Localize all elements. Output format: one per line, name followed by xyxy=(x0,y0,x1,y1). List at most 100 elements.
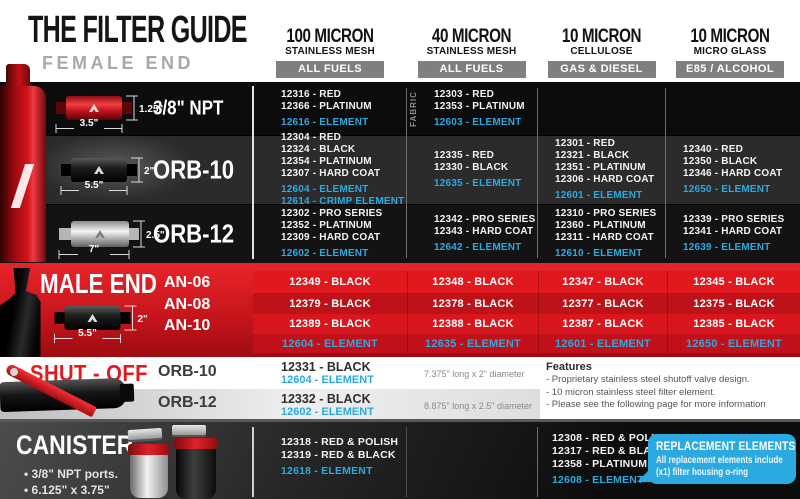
parts-cell: 12318 - RED & POLISH 12319 - RED & BLACK … xyxy=(281,436,398,478)
element-list: 12610 - ELEMENT xyxy=(555,248,643,259)
element-list: 12601 - ELEMENT xyxy=(555,190,643,201)
part-number: 12379 - BLACK xyxy=(289,297,371,310)
inline-filter-image-silver: 2.5" 7" xyxy=(44,209,189,266)
inline-filter-image-black: 2" 5.5" xyxy=(40,293,180,350)
micron-rating: 10 MICRON xyxy=(561,26,642,47)
part-number: 12332 - BLACK xyxy=(281,392,371,406)
dimension-note: 7.375" long x 2" diameter xyxy=(424,369,525,379)
length-dimension-label: 3.5" xyxy=(80,118,99,129)
element-list: 12635 - ELEMENT xyxy=(434,178,522,189)
canister-section: CANISTER • 3/8" NPT ports. • 6.125" x 3.7… xyxy=(0,419,800,499)
shutoff-valve-product-image xyxy=(0,363,140,420)
part-number: 12378 - BLACK xyxy=(407,293,538,314)
part-number-list: 12340 - RED 12350 - BLACK 12346 - HARD COA… xyxy=(683,144,783,179)
fabric-note: FABRIC xyxy=(409,90,418,127)
column-divider xyxy=(406,427,407,497)
mounting-bracket xyxy=(127,427,163,443)
male-end-section-label: MALE END xyxy=(40,268,157,299)
element-part-number: 12602 - ELEMENT xyxy=(281,406,374,418)
page-title: THE FILTER GUIDE xyxy=(28,9,248,51)
part-number: 12349 - BLACK xyxy=(289,276,371,288)
parts-cell: 12301 - RED 12321 - BLACK 12351 - PLATINUM… xyxy=(537,136,666,204)
parts-cell: 12304 - RED 12324 - BLACK 12354 - PLATINUM… xyxy=(253,132,407,207)
row-label-npt: 3/8" NPT xyxy=(153,97,224,119)
height-dimension-label: 2" xyxy=(144,166,155,177)
inline-filter-image-black: 2" 5.5" xyxy=(44,145,189,202)
media-type: STAINLESS MESH xyxy=(285,46,375,57)
parts-cell: 12316 - RED 12366 - PLATINUM 12616 - ELEM… xyxy=(253,82,407,135)
micron-rating: 100 MICRON xyxy=(286,26,374,47)
female-row-npt: 1.25" 3.5" 3/8" NPT 12316 - RED 12366 - P… xyxy=(0,82,800,135)
micron-rating: 40 MICRON xyxy=(431,26,512,47)
parts-cell: 12335 - RED 12330 - BLACK 12635 - ELEMENT xyxy=(406,136,537,204)
part-number: 12348 - BLACK xyxy=(407,271,538,293)
column-divider xyxy=(537,88,538,258)
parts-cell: FABRIC 12303 - RED 12353 - PLATINUM 12603… xyxy=(406,82,537,135)
bottle-body xyxy=(0,86,46,262)
row-label-orb10: ORB-10 xyxy=(153,154,235,185)
length-dimension-label: 5.5" xyxy=(85,180,104,191)
element-list: 12604 - ELEMENT 12614 - CRIMP ELEMENT xyxy=(281,184,405,207)
canister-section-label: CANISTER xyxy=(16,430,134,460)
part-number-list: 12316 - RED 12366 - PLATINUM xyxy=(281,88,372,112)
part-number-list: 12303 - RED 12353 - PLATINUM xyxy=(434,88,525,112)
canister-product-images xyxy=(120,422,232,499)
part-number: 12388 - BLACK xyxy=(407,314,538,334)
canister-silver xyxy=(128,444,170,498)
column-divider xyxy=(252,86,254,259)
height-dimension-label: 2.5" xyxy=(146,230,165,241)
parts-cell: 12332 - BLACK 12602 - ELEMENT xyxy=(281,392,374,419)
element-list: 12650 - ELEMENT xyxy=(683,184,771,195)
canister-black xyxy=(174,438,218,499)
row-label-orb12: ORB-12 xyxy=(153,218,235,249)
part-number: 12387 - BLACK xyxy=(538,314,667,334)
row-label-an10: AN-10 xyxy=(164,317,211,334)
column-header-100-micron: 100 MICRON STAINLESS MESH ALL FUELS xyxy=(253,26,407,78)
column-divider xyxy=(537,427,538,497)
column-divider xyxy=(406,88,407,258)
part-number-list: 12310 - PRO SERIES 12360 - PLATINUM 12311 … xyxy=(555,208,657,243)
column-header-40-micron: 40 MICRON STAINLESS MESH ALL FUELS xyxy=(406,26,537,78)
part-number-list: 12302 - PRO SERIES 12352 - PLATINUM 12309 … xyxy=(281,208,383,243)
replacement-elements-title: REPLACEMENT ELEMENTS xyxy=(656,439,796,453)
canister-spec-bullets: • 3/8" NPT ports. • 6.125" x 3.75" xyxy=(24,467,118,497)
element-part-number: 12635 - ELEMENT xyxy=(407,334,538,353)
parts-cell: 12302 - PRO SERIES 12352 - PLATINUM 12309 … xyxy=(253,205,407,263)
part-number-list: 12318 - RED & POLISH 12319 - RED & BLACK xyxy=(281,436,399,461)
replacement-elements-callout: REPLACEMENT ELEMENTS All replacement ele… xyxy=(648,434,796,484)
parts-cell: 12308 - RED & POLISH 12317 - RED & BLACK 1… xyxy=(552,432,669,487)
male-end-section: MALE END AN-06 AN-08 AN-10 2" 5.5" 12349… xyxy=(0,263,800,357)
part-number: 12385 - BLACK xyxy=(667,314,800,334)
element-list: 12639 - ELEMENT xyxy=(683,242,771,253)
male-row-elements: 12604 - ELEMENT 12635 - ELEMENT 12601 - … xyxy=(253,334,800,353)
fuel-compatibility-badge: E85 / ALCOHOL xyxy=(676,61,784,78)
dimension-note: 8.875" long x 2.5" diameter xyxy=(424,401,532,411)
parts-cell: 12340 - RED 12350 - BLACK 12346 - HARD COA… xyxy=(666,136,800,204)
part-number: 12389 - BLACK xyxy=(289,318,371,330)
part-number: 12375 - BLACK xyxy=(667,293,800,314)
red-filter-product-image xyxy=(0,64,46,262)
row-label-an06: AN-06 xyxy=(164,274,211,291)
length-dimension-label: 5.5" xyxy=(78,328,97,339)
column-divider xyxy=(252,427,254,497)
bottle-neck xyxy=(6,64,30,90)
fuel-compatibility-badge: GAS & DIESEL xyxy=(547,61,656,78)
fuel-compatibility-badge: ALL FUELS xyxy=(417,61,526,78)
part-number: 12345 - BLACK xyxy=(667,271,800,293)
part-number: 12331 - BLACK xyxy=(281,360,371,374)
inline-filter-image-red: 1.25" 3.5" xyxy=(44,83,179,140)
row-label-orb12: ORB-12 xyxy=(158,394,217,411)
column-header-10-micron-cellulose: 10 MICRON CELLULOSE GAS & DIESEL xyxy=(537,26,666,78)
features-title: Features xyxy=(546,361,592,373)
parts-cell: 12310 - PRO SERIES 12360 - PLATINUM 12311 … xyxy=(537,205,666,263)
media-type: MICRO GLASS xyxy=(693,46,767,57)
mounting-bracket xyxy=(172,425,206,437)
media-type: CELLULOSE xyxy=(570,46,633,57)
male-row-an10: 12389 - BLACK 12388 - BLACK 12387 - BLAC… xyxy=(253,314,800,334)
element-part-number: 12604 - ELEMENT xyxy=(281,374,374,386)
part-number: 12377 - BLACK xyxy=(538,293,667,314)
part-number-list: 12339 - PRO SERIES 12341 - HARD COAT xyxy=(683,214,785,237)
element-part-number: 12650 - ELEMENT xyxy=(667,334,800,353)
parts-cell: 12339 - PRO SERIES 12341 - HARD COAT 1263… xyxy=(666,205,800,263)
element-part-number: 12601 - ELEMENT xyxy=(538,334,667,353)
